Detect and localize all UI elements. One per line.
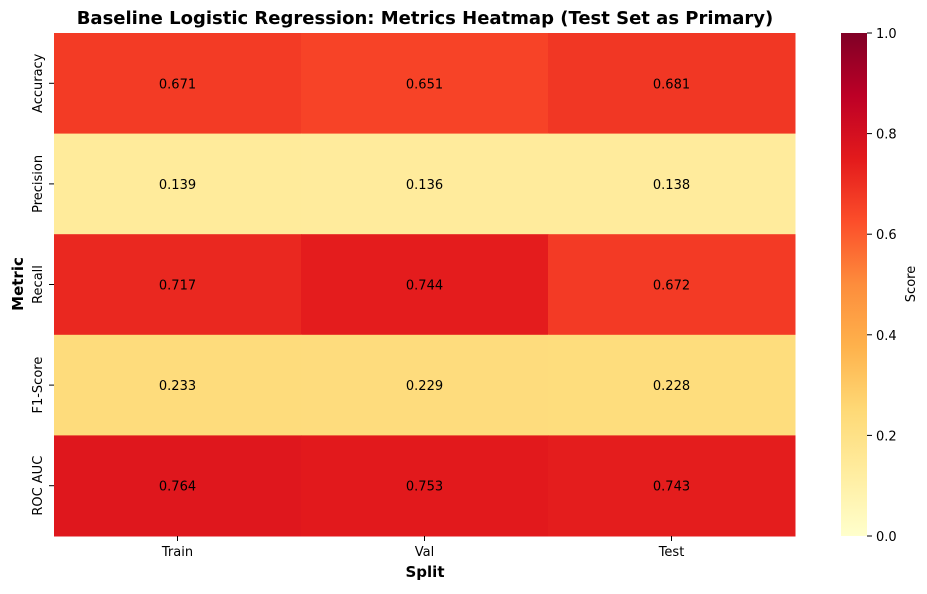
heatmap-cell [301, 334, 549, 436]
colorbar-title: Score [904, 266, 919, 302]
cell-value-label: 0.138 [653, 178, 690, 193]
x-tick-label: Val [415, 545, 434, 560]
cell-value-label: 0.672 [653, 279, 690, 294]
y-tick-label: Accuracy [31, 53, 46, 113]
cell-value-label: 0.671 [159, 77, 196, 92]
x-tick-label: Train [161, 545, 193, 560]
heatmap-cell [548, 435, 796, 537]
y-tick-label: Precision [31, 155, 46, 213]
heatmap-cell [54, 133, 302, 235]
colorbar-tick-label: 0.2 [876, 429, 897, 444]
colorbar-gradient [841, 33, 867, 536]
cell-value-label: 0.651 [406, 77, 443, 92]
cell-value-label: 0.717 [159, 279, 196, 294]
colorbar-tick-label: 0.6 [876, 228, 897, 243]
chart-title: Baseline Logistic Regression: Metrics He… [77, 8, 774, 29]
cell-value-label: 0.233 [159, 379, 196, 394]
colorbar-tick-label: 0.0 [876, 530, 897, 545]
heatmap-cell [54, 435, 302, 537]
cell-value-label: 0.136 [406, 178, 443, 193]
heatmap-cells [54, 33, 796, 537]
x-axis-title: Split [406, 563, 445, 581]
heatmap-cell [301, 33, 549, 135]
y-axis-title: Metric [9, 257, 27, 311]
cell-value-label: 0.139 [159, 178, 196, 193]
heatmap-cell [301, 435, 549, 537]
y-tick-label: ROC AUC [31, 456, 46, 516]
heatmap-cell-labels: 0.671 0.651 0.681 0.139 0.136 0.138 0.717 0.744… [159, 77, 690, 494]
colorbar-tick-label: 0.4 [876, 329, 897, 344]
heatmap-cell [301, 133, 549, 235]
heatmap-cell [548, 133, 796, 235]
y-tick-label: Recall [31, 265, 46, 304]
colorbar: 0.0 0.2 0.4 0.6 0.8 1.0 Score [841, 27, 919, 545]
y-tick-label: F1-Score [31, 357, 46, 414]
cell-value-label: 0.744 [406, 279, 443, 294]
cell-value-label: 0.764 [159, 480, 196, 495]
cell-value-label: 0.743 [653, 480, 690, 495]
cell-value-label: 0.753 [406, 480, 443, 495]
colorbar-tick-label: 1.0 [876, 27, 897, 42]
heatmap-cell [548, 33, 796, 135]
cell-value-label: 0.681 [653, 77, 690, 92]
heatmap-cell [54, 33, 302, 135]
colorbar-ticks: 0.0 0.2 0.4 0.6 0.8 1.0 [867, 27, 897, 545]
heatmap-cell [54, 234, 302, 336]
heatmap-cell [548, 234, 796, 336]
cell-value-label: 0.228 [653, 379, 690, 394]
heatmap-cell [548, 334, 796, 436]
cell-value-label: 0.229 [406, 379, 443, 394]
heatmap-cell [301, 234, 549, 336]
x-axis-ticks: Train Val Test [161, 536, 684, 560]
colorbar-tick-label: 0.8 [876, 128, 897, 143]
heatmap-cell [54, 334, 302, 436]
y-axis-ticks: Accuracy Precision Recall F1-Score ROC AUC [31, 53, 54, 516]
x-tick-label: Test [658, 545, 685, 560]
